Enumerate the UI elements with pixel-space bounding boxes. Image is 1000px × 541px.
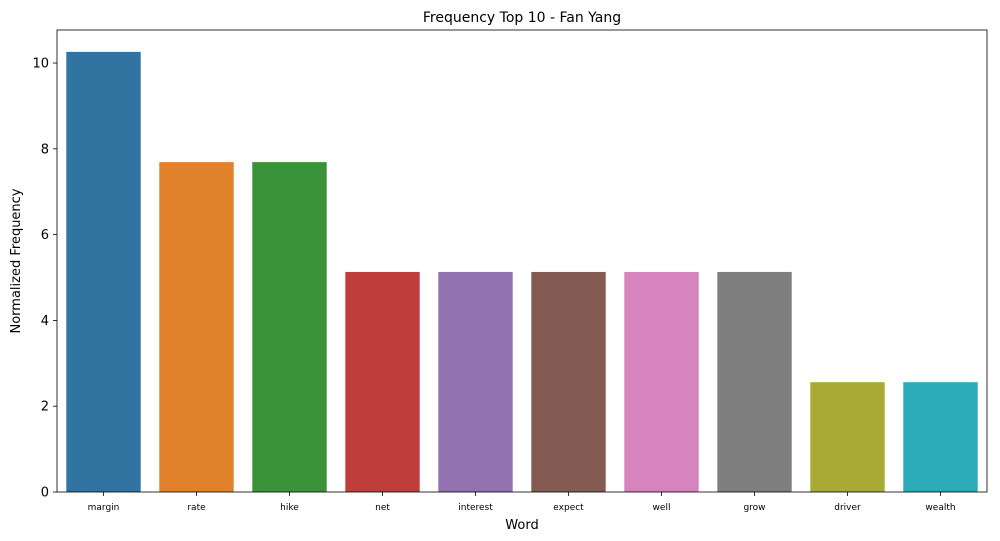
y-tick-label: 6 <box>41 228 49 243</box>
bars <box>66 51 978 492</box>
y-tick-label: 10 <box>32 57 49 72</box>
bar-rate <box>159 162 234 492</box>
x-tick-label: well <box>653 503 671 513</box>
y-axis-title: Normalized Frequency <box>9 188 24 333</box>
bar-margin <box>66 51 141 492</box>
bar-net <box>345 271 420 492</box>
y-tick-label: 8 <box>41 142 49 157</box>
bar-grow <box>717 271 792 492</box>
x-tick-label: hike <box>280 503 299 513</box>
y-tick-label: 2 <box>41 400 49 415</box>
x-tick-label: grow <box>743 503 765 513</box>
y-tick-label: 0 <box>41 486 49 501</box>
bar-wealth <box>903 382 978 492</box>
bar-interest <box>438 271 513 492</box>
bar-hike <box>252 162 327 492</box>
x-tick-label: driver <box>834 503 861 513</box>
x-tick-label: interest <box>458 503 493 513</box>
x-tick-label: wealth <box>925 503 955 513</box>
x-tick-label: margin <box>88 503 120 513</box>
chart-title: Frequency Top 10 - Fan Yang <box>423 10 621 26</box>
x-tick-label: net <box>375 503 390 513</box>
x-tick-label: rate <box>187 503 206 513</box>
x-ticks: margin rate hike net interest expect well grow d… <box>88 492 956 513</box>
x-tick-label: expect <box>553 503 584 513</box>
bar-well <box>624 271 699 492</box>
plot-frame <box>56 29 988 493</box>
y-ticks: 0 2 4 6 8 10 <box>32 57 57 501</box>
x-axis-title: Word <box>505 518 538 533</box>
bar-expect <box>531 271 606 492</box>
bar-driver <box>810 382 885 492</box>
y-tick-label: 4 <box>41 314 49 329</box>
